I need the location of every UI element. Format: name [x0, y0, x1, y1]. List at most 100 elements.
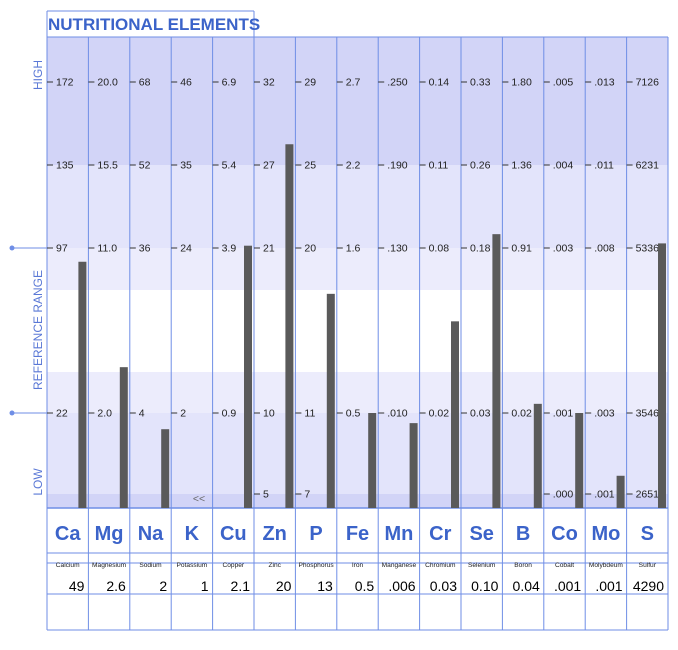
element-name: Sodium: [139, 562, 162, 569]
tick-label: 97: [56, 243, 68, 255]
tick-label: 0.9: [222, 408, 237, 420]
bar-se: [492, 234, 501, 508]
zone-label-low: LOW: [31, 468, 45, 496]
tick-label: .250: [387, 77, 408, 89]
tick-label: 20: [304, 243, 316, 255]
band-low: [47, 494, 668, 508]
tick-label: 6231: [636, 160, 660, 172]
tick-label: .003: [553, 243, 574, 255]
element-value: 49: [69, 578, 85, 594]
tick-label: 22: [56, 408, 68, 420]
reference-pointer-dot-1: [9, 410, 15, 416]
band-ref-center: [47, 290, 668, 372]
element-name: Iron: [352, 562, 364, 569]
tick-label: 11.0: [97, 243, 117, 255]
element-symbol: Mg: [95, 523, 124, 545]
element-name: Calcium: [56, 562, 80, 569]
tick-label: 46: [180, 77, 192, 89]
band-low-mid: [47, 413, 668, 494]
element-symbol: Fe: [346, 523, 369, 545]
tick-label: 5.4: [222, 160, 237, 172]
element-value: 20: [276, 578, 292, 594]
tick-label: 0.11: [429, 160, 449, 172]
zone-label-high: HIGH: [31, 60, 45, 90]
tick-label: 2: [180, 408, 186, 420]
element-name: Selenium: [468, 562, 496, 569]
tick-label: 11: [304, 408, 315, 420]
tick-label: 4: [139, 408, 145, 420]
band-high-mid: [47, 165, 668, 248]
tick-label: 0.26: [470, 160, 491, 172]
element-name: Sulfur: [639, 562, 657, 569]
element-symbol: Ca: [55, 523, 81, 545]
element-name: Magnesium: [92, 562, 127, 569]
tick-label: 15.5: [97, 160, 118, 172]
bar-s: [658, 243, 666, 508]
tick-label: .001: [553, 408, 574, 420]
bar-p: [326, 293, 335, 508]
tick-label: .013: [594, 77, 615, 89]
tick-label: .000: [553, 489, 574, 501]
element-symbol: Zn: [262, 523, 286, 545]
tick-label: 0.02: [511, 408, 532, 420]
bar-ca: [78, 261, 87, 508]
tick-label: 0.91: [511, 243, 532, 255]
tick-label: .004: [553, 160, 574, 172]
bar-fe: [368, 413, 377, 508]
tick-label: 0.02: [429, 408, 450, 420]
element-value: 4290: [633, 578, 664, 594]
tick-label: .005: [553, 77, 574, 89]
bar-b: [533, 403, 542, 508]
tick-label: 2651: [636, 489, 660, 501]
element-symbol: Co: [551, 523, 578, 545]
element-name: Cobalt: [555, 562, 574, 569]
element-value: 2.1: [231, 578, 251, 594]
element-symbol: Mo: [591, 523, 620, 545]
tick-label: .130: [387, 243, 408, 255]
tick-label: 6.9: [222, 77, 237, 89]
tick-label: .003: [594, 408, 615, 420]
element-name: Copper: [222, 562, 244, 569]
element-name: Chromium: [425, 562, 456, 569]
tick-label: 3546: [636, 408, 660, 420]
tick-label: .011: [594, 160, 614, 172]
tick-label: 52: [139, 160, 151, 172]
tick-label: 0.18: [470, 243, 491, 255]
element-value: 0.5: [355, 578, 375, 594]
element-symbol: B: [516, 523, 530, 545]
band-ref-lower: [47, 372, 668, 413]
element-name: Boron: [514, 562, 532, 569]
tick-label: 68: [139, 77, 151, 89]
element-value: .001: [554, 578, 581, 594]
element-value: .001: [595, 578, 622, 594]
bar-cr: [451, 321, 459, 508]
element-symbol: Cu: [220, 523, 247, 545]
tick-label: 10: [263, 408, 275, 420]
tick-label: 7126: [636, 77, 660, 89]
tick-label: .001: [594, 489, 615, 501]
tick-label: 2.2: [346, 160, 361, 172]
tick-label: 172: [56, 77, 74, 89]
bar-zn: [285, 144, 294, 508]
tick-label: 5336: [636, 243, 660, 255]
reference-pointer-dot-0: [9, 245, 15, 251]
element-symbol: S: [641, 523, 654, 545]
element-table: Ca Calcium 49 Mg Magnesium 2.6 Na Sodium 2 K Potas…: [55, 523, 664, 594]
bar-mo: [616, 475, 625, 508]
element-value: 13: [317, 578, 333, 594]
element-name: Phosphorus: [298, 562, 334, 569]
element-value: 0.10: [471, 578, 498, 594]
tick-label: 25: [304, 160, 316, 172]
zone-label-reference: REFERENCE RANGE: [31, 270, 45, 390]
element-symbol: P: [309, 523, 322, 545]
element-symbol: Cr: [429, 523, 451, 545]
element-name: Manganese: [382, 562, 417, 569]
bars: [78, 144, 666, 508]
element-name: Zinc: [268, 562, 281, 569]
tick-label: .190: [387, 160, 408, 172]
element-value: 2: [159, 578, 167, 594]
tick-label: 29: [304, 77, 316, 89]
element-value: 0.04: [513, 578, 540, 594]
grid-lines: [9, 10, 669, 631]
